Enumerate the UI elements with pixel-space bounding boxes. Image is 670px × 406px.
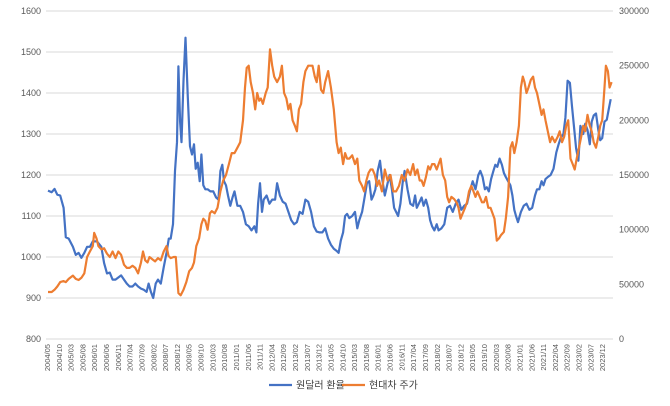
x-axis-tick-label: 2015/08 xyxy=(362,344,371,371)
x-axis-tick-label: 2017/09 xyxy=(421,344,430,371)
x-axis-tick-label: 2007/04 xyxy=(126,344,135,371)
series-line-exchange-rate xyxy=(47,36,612,300)
right-axis-tick-label: 200000 xyxy=(619,115,649,125)
x-axis-tick-label: 2019/05 xyxy=(468,344,477,371)
x-axis-tick-label: 2012/09 xyxy=(279,344,288,371)
x-axis-tick-label: 2017/04 xyxy=(409,344,418,371)
x-axis-tick-label: 2013/07 xyxy=(303,344,312,371)
x-axis-tick-label: 2018/12 xyxy=(456,344,465,371)
x-axis-tick-label: 2011/06 xyxy=(244,344,253,371)
legend-label-hyundai-stock: 현대차 주가 xyxy=(369,380,418,392)
x-axis-tick-label: 2023/07 xyxy=(586,344,595,371)
x-axis-tick-label: 2023/12 xyxy=(598,344,607,371)
x-axis-tick-label: 2011/11 xyxy=(256,344,265,370)
left-axis-tick-label: 1200 xyxy=(21,170,41,180)
x-axis-tick-label: 2022/04 xyxy=(551,344,560,371)
left-axis-tick-label: 1300 xyxy=(21,129,41,139)
x-axis-tick-label: 2022/09 xyxy=(563,344,572,371)
x-axis-tick-label: 2006/01 xyxy=(90,344,99,371)
x-axis-tick-label: 2021/01 xyxy=(515,344,524,371)
x-axis-tick-label: 2019/10 xyxy=(480,344,489,371)
left-axis-tick-label: 1400 xyxy=(21,88,41,98)
x-axis-tick-label: 2023/02 xyxy=(575,344,584,371)
x-axis-tick-label: 2020/08 xyxy=(504,344,513,371)
x-axis-tick-label: 2014/05 xyxy=(326,344,335,371)
x-axis-tick-label: 2020/03 xyxy=(492,344,501,371)
left-axis-tick-label: 1600 xyxy=(21,6,41,16)
series-lines xyxy=(47,36,613,300)
x-axis-tick-label: 2015/03 xyxy=(350,344,359,371)
legend: 원달러 환율 현대차 주가 xyxy=(269,380,418,392)
x-axis-tick-label: 2004/05 xyxy=(43,344,52,371)
gridlines xyxy=(46,10,613,340)
right-axis-ticks: 0 50000 100000 150000 200000 250000 300000 xyxy=(619,6,649,344)
x-axis-tick-label: 2008/07 xyxy=(161,344,170,371)
x-axis-tick-label: 2010/08 xyxy=(220,344,229,371)
x-axis-tick-label: 2012/04 xyxy=(267,344,276,371)
x-axis-tick-label: 2016/01 xyxy=(374,344,383,371)
x-axis-tick-label: 2005/08 xyxy=(78,344,87,371)
left-axis-tick-label: 1000 xyxy=(21,252,41,262)
right-axis-tick-label: 100000 xyxy=(619,225,649,235)
x-axis-tick-label: 2009/10 xyxy=(197,344,206,371)
x-axis-tick-label: 2009/05 xyxy=(185,344,194,371)
right-axis-tick-label: 50000 xyxy=(619,279,644,289)
right-axis-tick-label: 250000 xyxy=(619,61,649,71)
x-axis-tick-label: 2007/09 xyxy=(137,344,146,371)
right-axis-tick-label: 0 xyxy=(619,334,624,344)
right-axis-tick-label: 150000 xyxy=(619,170,649,180)
x-axis-tick-label: 2021/11 xyxy=(539,344,548,371)
right-axis-tick-label: 300000 xyxy=(619,6,649,16)
left-axis-tick-label: 900 xyxy=(26,293,41,303)
x-axis-ticks: 2004/05 2004/10 2005/03 2005/08 2006/01 2006/… xyxy=(43,344,607,371)
x-axis-tick-label: 2018/02 xyxy=(433,344,442,371)
x-axis-tick-label: 2006/06 xyxy=(102,344,111,371)
x-axis-tick-label: 2006/11 xyxy=(114,344,123,371)
x-axis-tick-label: 2010/03 xyxy=(208,344,217,371)
x-axis-tick-label: 2005/03 xyxy=(67,344,76,371)
x-axis-tick-label: 2013/12 xyxy=(315,344,324,371)
x-axis-tick-label: 2004/10 xyxy=(55,344,64,371)
left-axis-tick-label: 800 xyxy=(26,334,41,344)
series-line-hyundai-stock xyxy=(48,48,613,297)
x-axis-tick-label: 2008/02 xyxy=(149,344,158,371)
legend-label-exchange-rate: 원달러 환율 xyxy=(296,380,345,392)
x-axis-tick-label: 2021/06 xyxy=(527,344,536,371)
x-axis-tick-label: 2011/01 xyxy=(232,344,241,371)
left-axis-ticks: 800 900 1000 1100 1200 1300 1400 1500 1600 xyxy=(21,6,41,344)
x-axis-tick-label: 2014/10 xyxy=(338,344,347,371)
x-axis-tick-label: 2008/12 xyxy=(173,344,182,371)
x-axis-tick-label: 2013/02 xyxy=(291,344,300,371)
x-axis-tick-label: 2016/06 xyxy=(386,344,395,371)
x-axis-tick-label: 2018/07 xyxy=(445,344,454,371)
x-axis-tick-label: 2016/11 xyxy=(397,344,406,371)
left-axis-tick-label: 1100 xyxy=(22,211,41,221)
left-axis-tick-label: 1500 xyxy=(21,47,41,57)
